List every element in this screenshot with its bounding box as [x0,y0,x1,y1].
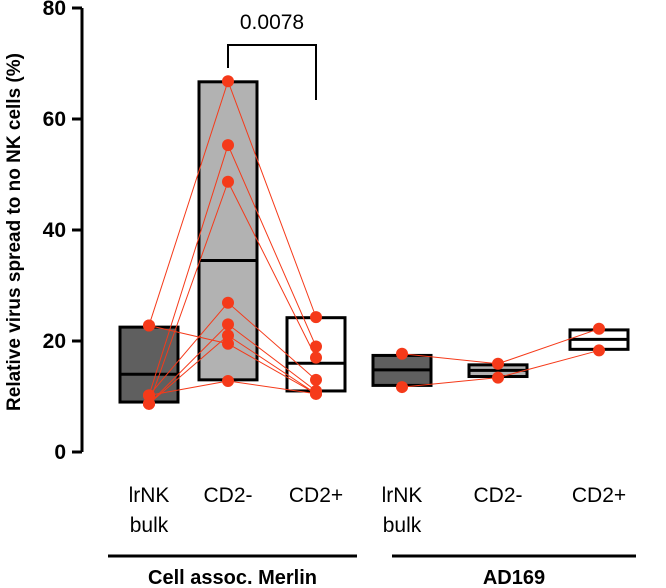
data-point [222,318,234,331]
data-point [310,373,322,386]
data-point [310,351,322,364]
data-point [222,175,234,188]
y-tick-label: 0 [54,441,66,464]
data-point [143,389,155,402]
x-category-label: CD2- [473,484,522,507]
data-point [396,381,408,394]
y-tick-label: 40 [43,219,66,242]
data-point [310,340,322,353]
data-point [222,329,234,342]
y-axis-title: Relative virus spread to no NK cells (%) [4,53,25,411]
paired-lines-layer [143,75,605,410]
x-category-label: bulk [383,514,422,537]
x-category-label: CD2+ [572,484,626,507]
data-point [222,296,234,309]
x-category-label: bulk [130,514,169,537]
data-point [492,357,504,370]
group-label: AD169 [483,567,545,588]
data-point [222,75,234,88]
y-tick-label: 60 [43,108,66,131]
group-label: Cell assoc. Merlin [148,567,317,588]
data-point [593,344,605,357]
data-point [143,319,155,332]
data-point [222,139,234,152]
x-category-label: CD2- [203,484,252,507]
group-labels: Cell assoc. Merlin AD169 [108,554,636,588]
data-point [310,311,322,324]
x-axis-labels: lrNK bulk CD2- CD2+ lrNK bulk CD2- CD2+ [129,484,627,537]
data-point [310,387,322,400]
data-point [492,371,504,384]
y-tick-label: 20 [43,330,66,353]
y-axis: 0 20 40 60 80 [43,0,84,464]
p-value-label: 0.0078 [240,11,304,34]
boxes-layer [118,80,630,404]
significance-line [227,44,317,100]
x-category-label: CD2+ [289,484,343,507]
y-tick-label: 80 [43,0,66,20]
data-point [222,374,234,387]
data-point [396,347,408,360]
x-category-label: lrNK [129,484,170,507]
x-category-label: lrNK [382,484,423,507]
data-point [143,397,155,410]
significance-bracket: 0.0078 [227,11,317,100]
data-point [593,322,605,335]
data-point [222,337,234,350]
